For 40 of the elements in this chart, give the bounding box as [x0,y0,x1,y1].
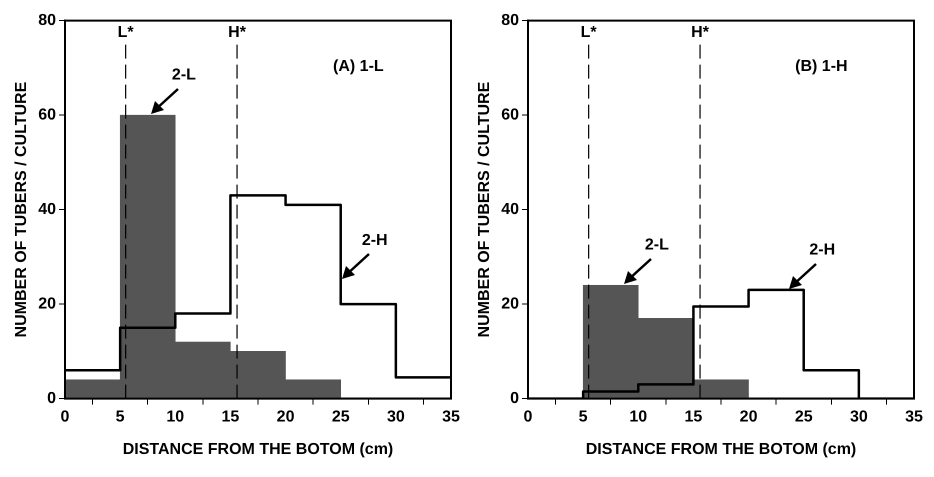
x-tick-label: 5 [578,408,588,426]
ref-line-label: H* [228,24,247,42]
x-tick-label: 15 [222,408,240,426]
x-tick-label: 20 [740,408,758,426]
x-tick-label: 25 [794,408,813,426]
x-tick-label: 35 [442,408,460,426]
y-tick-label: 60 [501,106,520,124]
y-tick-label: 80 [501,12,520,30]
annotation: 2-L [644,236,670,254]
text: (A) 1-L [333,58,384,76]
ref-line-label: L* [118,24,134,42]
y-tick-label: 0 [47,390,56,408]
x-tick-label: 30 [850,408,868,426]
y-tick-label: 80 [38,12,56,30]
x-tick-label: 10 [166,408,184,426]
x-tick-label: 5 [116,408,125,426]
annotation: 2-H [362,232,388,249]
x-tick-label: 15 [684,408,702,426]
x-tick-label: 10 [629,408,648,426]
y-tick-label: 20 [38,296,56,313]
x-tick-label: 20 [276,408,295,426]
ref-line-label: H* [691,24,710,42]
annotation: 2-L [172,66,196,84]
y-tick-label: 60 [38,106,56,124]
y-tick-label: 40 [38,201,56,218]
y-tick-label: 40 [501,201,520,218]
x-tick-label: 35 [905,408,923,426]
text: (B) 1-H [795,58,848,76]
x-tick-label: 0 [60,408,70,426]
y-tick-label: 0 [510,390,520,408]
x-tick-label: 25 [332,408,350,426]
y-axis-title: NUMBER OF TUBERS / CULTURE [13,81,30,338]
y-axis-title: NUMBER OF TUBERS / CULTURE [476,81,494,338]
annotation: 2-H [809,241,836,258]
x-axis-title: DISTANCE FROM THE BOTOM (cm) [586,440,856,458]
x-tick-label: 0 [524,408,533,426]
x-axis-title: DISTANCE FROM THE BOTOM (cm) [122,440,394,458]
x-tick-label: 30 [386,408,405,426]
y-tick-label: 20 [501,296,520,313]
ref-line-label: L* [580,24,598,42]
